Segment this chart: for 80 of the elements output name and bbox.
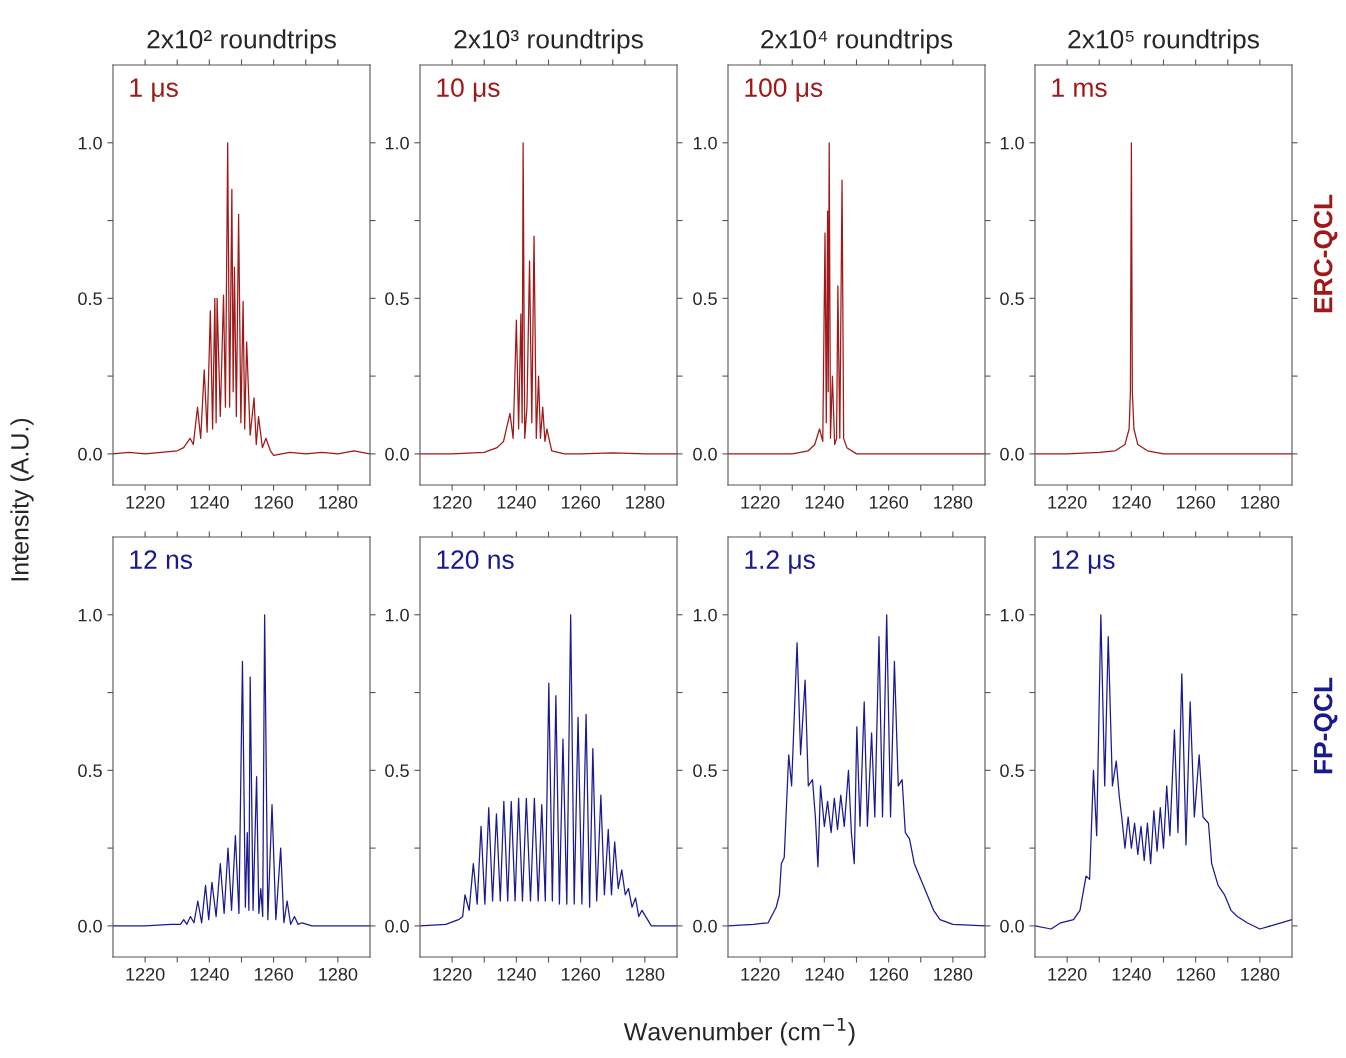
x-tick-label: 1220 [126, 495, 165, 509]
line-series [1035, 142, 1292, 455]
line-series [113, 614, 370, 927]
line-series [728, 614, 985, 927]
y-tick-label: 0.5 [385, 764, 409, 778]
x-tick-label: 1240 [497, 967, 536, 981]
x-tick-label: 1260 [869, 967, 908, 981]
y-tick-label: 0.5 [78, 292, 102, 306]
y-tick-label: 0.5 [1000, 292, 1024, 306]
x-tick-label: 1260 [254, 495, 293, 509]
y-tick-label: 0.0 [78, 919, 102, 933]
x-tick-label: 1280 [1241, 495, 1280, 509]
annotation: 1.2 μs [745, 550, 815, 574]
annotation: 120 ns [437, 550, 514, 569]
chart-title: 2x10³ roundtrips [454, 29, 643, 54]
y-tick-label: 0.5 [1000, 764, 1024, 778]
x-tick-label: 1220 [433, 967, 472, 981]
y-tick-label: 1.0 [78, 608, 102, 622]
chart-title: 2x10⁴ roundtrips [761, 29, 953, 54]
y-tick-label: 1.0 [1000, 136, 1024, 150]
annotation: 100 μs [745, 78, 823, 102]
x-tick-label: 1280 [934, 967, 973, 981]
line-series [1035, 614, 1292, 930]
y-tick-label: 1.0 [1000, 608, 1024, 622]
x-tick-label: 1280 [1241, 967, 1280, 981]
x-tick-label: 1260 [869, 495, 908, 509]
x-tick-label: 1240 [190, 495, 229, 509]
x-tick-label: 1280 [319, 967, 358, 981]
chart-title: 2x10⁵ roundtrips [1068, 29, 1259, 54]
y-tick-label: 1.0 [693, 608, 717, 622]
y-tick-label: 0.5 [385, 292, 409, 306]
y-tick-label: 0.0 [1000, 447, 1024, 461]
x-tick-label: 1280 [626, 967, 665, 981]
x-tick-label: 1220 [433, 495, 472, 509]
line-series [728, 142, 985, 455]
line-series [420, 142, 677, 455]
y-tick-label: 0.0 [385, 447, 409, 461]
x-tick-label: 1240 [190, 967, 229, 981]
x-tick-label: 1220 [126, 967, 165, 981]
x-tick-label: 1220 [741, 967, 780, 981]
text: ERC-QCL [1313, 194, 1338, 313]
y-axis-title: Intensity (A.U.) [10, 418, 34, 581]
x-tick-label: 1260 [561, 967, 600, 981]
y-tick-label: 0.5 [693, 292, 717, 306]
x-tick-label: 1240 [805, 967, 844, 981]
line-series [420, 614, 677, 927]
annotation: 12 μs [1052, 550, 1115, 574]
x-tick-label: 1260 [561, 495, 600, 509]
x-tick-label: 1220 [1048, 495, 1087, 509]
x-tick-label: 1260 [254, 967, 293, 981]
annotation: 1 μs [130, 78, 178, 102]
x-tick-label: 1280 [934, 495, 973, 509]
y-tick-label: 1.0 [693, 136, 717, 150]
x-tick-label: 1240 [1112, 967, 1151, 981]
x-tick-label: 1260 [1176, 967, 1215, 981]
y-tick-label: 1.0 [385, 608, 409, 622]
chart-title: 2x10² roundtrips [147, 29, 336, 54]
y-tick-label: 0.5 [78, 764, 102, 778]
y-tick-label: 0.0 [78, 447, 102, 461]
y-tick-label: 1.0 [78, 136, 102, 150]
x-tick-label: 1280 [319, 495, 358, 509]
x-tick-label: 1240 [1112, 495, 1151, 509]
x-axis-title: Wavenumber (cm$^{−1}$) [623, 1018, 855, 1046]
annotation: 1 ms [1052, 78, 1107, 97]
y-tick-label: 0.5 [693, 764, 717, 778]
line-series [113, 142, 370, 457]
annotation: 12 ns [130, 550, 193, 569]
y-tick-label: 0.0 [693, 919, 717, 933]
y-tick-label: 1.0 [385, 136, 409, 150]
x-tick-label: 1260 [1176, 495, 1215, 509]
x-tick-label: 1240 [805, 495, 844, 509]
text: FP-QCL [1313, 677, 1338, 774]
x-tick-label: 1280 [626, 495, 665, 509]
y-tick-label: 0.0 [1000, 919, 1024, 933]
x-tick-label: 1240 [497, 495, 536, 509]
y-tick-label: 0.0 [693, 447, 717, 461]
x-tick-label: 1220 [1048, 967, 1087, 981]
y-tick-label: 0.0 [385, 919, 409, 933]
annotation: 10 μs [437, 78, 500, 102]
x-tick-label: 1220 [741, 495, 780, 509]
